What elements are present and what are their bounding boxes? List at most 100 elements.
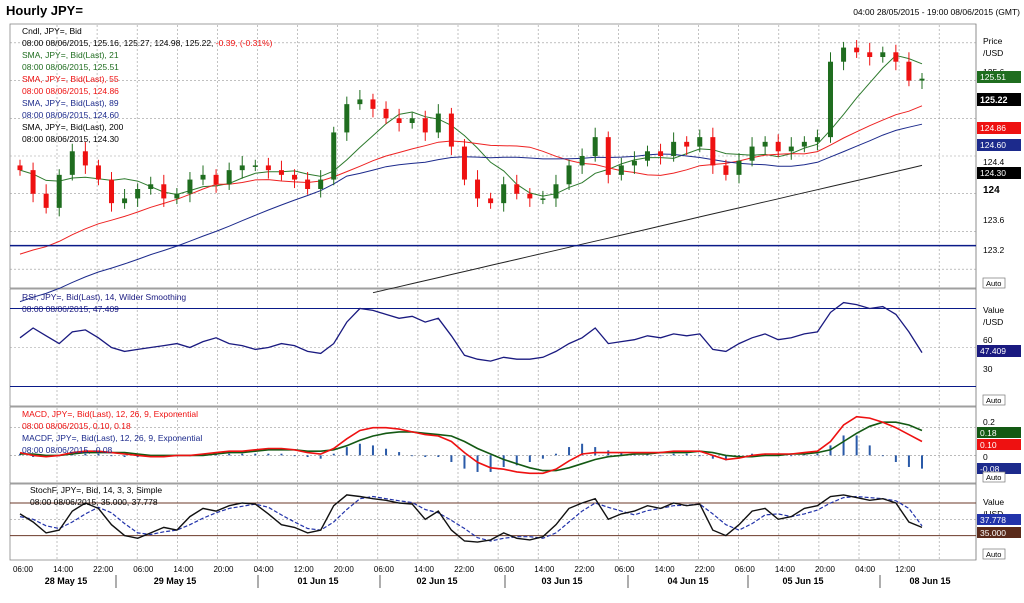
macdf-bar	[424, 455, 427, 458]
rsi-legend-line: 08:00 08/06/2015, 47.409	[22, 304, 119, 314]
macdf-bar	[371, 445, 374, 456]
x-tick-label: 06:00	[614, 565, 635, 574]
auto-scale-label: Auto	[986, 473, 1001, 482]
macdf-bar	[594, 447, 597, 456]
sma200-badge	[977, 167, 1021, 179]
y-tick-label: 124	[983, 185, 1000, 196]
stoch-k-badge	[977, 527, 1021, 538]
candle-body	[278, 170, 284, 175]
candle-body	[213, 174, 219, 185]
auto-scale-label: Auto	[986, 396, 1001, 405]
last-price-badge-text: 125.22	[980, 95, 1008, 105]
candle-body	[305, 179, 311, 189]
axis-title: Price	[983, 36, 1003, 46]
candle-body	[82, 151, 88, 166]
macdf-bar	[241, 453, 244, 456]
candle-body	[867, 52, 873, 57]
macd-legend-line: MACDF, JPY=, Bid(Last), 12, 26, 9, Expon…	[22, 433, 202, 443]
x-tick-label: 04:00	[254, 565, 275, 574]
grid-lines	[10, 25, 976, 559]
macdf-bar	[398, 452, 401, 456]
macdf-bar	[672, 453, 675, 456]
candle-body	[422, 118, 428, 133]
candle-body	[788, 146, 794, 152]
macdf-bar	[450, 455, 453, 462]
candle-body	[292, 174, 298, 180]
last-price-badge	[977, 93, 1021, 106]
macdf-bar	[254, 453, 257, 456]
macd-badge	[977, 439, 1021, 450]
macdf-bar	[345, 447, 348, 456]
candle-body	[122, 198, 128, 204]
legend-line: Cndl, JPY=, Bid	[22, 26, 82, 36]
candle-body	[318, 179, 324, 189]
x-tick-label: 06:00	[133, 565, 154, 574]
macdf-bar	[385, 448, 388, 456]
candle-body	[30, 170, 36, 194]
y-tick-label: 123.2	[983, 245, 1005, 255]
x-day-label: 29 May 15	[154, 576, 197, 586]
candle-body	[893, 52, 899, 62]
macdf-bar	[437, 455, 440, 458]
candle-body	[69, 151, 75, 175]
macdf-bar	[97, 453, 100, 456]
stoch-d-badge	[977, 514, 1021, 525]
y-tick-label: 124.4	[983, 157, 1005, 167]
candle-body	[200, 174, 206, 180]
legend-line: 08:00 08/06/2015, 124.86	[22, 86, 119, 96]
candle-body	[370, 99, 376, 109]
x-day-label: 04 Jun 15	[667, 576, 708, 586]
macdf-bar	[463, 455, 466, 469]
y-tick-label: 123.6	[983, 215, 1005, 225]
candle-body	[880, 52, 886, 57]
macdf-bar	[711, 455, 714, 459]
auto-scale-button[interactable]	[982, 471, 1006, 483]
macdf-bar	[228, 453, 231, 456]
candle-body	[17, 165, 23, 171]
auto-scale-button[interactable]	[982, 548, 1006, 560]
candle-body	[684, 141, 690, 147]
x-tick-label: 14:00	[173, 565, 194, 574]
macd-signal-line	[20, 421, 923, 472]
sma55-badge	[977, 122, 1021, 134]
candle-body	[566, 165, 572, 185]
candle-body	[906, 61, 912, 81]
panel-frames	[9, 23, 977, 561]
candle-body	[736, 160, 742, 175]
x-tick-label: 22:00	[454, 565, 475, 574]
legend-line: SMA, JPY=, Bid(Last), 55	[22, 74, 119, 84]
x-tick-label: 20:00	[334, 565, 355, 574]
candle-body	[435, 113, 441, 133]
candle-body	[710, 137, 716, 166]
stoch-legend-line: StochF, JPY=, Bid, 14, 3, 3, Simple	[30, 485, 162, 495]
sma-200-line	[372, 164, 923, 294]
candle-body	[252, 165, 258, 167]
y-tick-label: 0	[983, 452, 988, 462]
price-legend: Cndl, JPY=, Bid 08:00 08/06/2015, 125.16…	[22, 26, 273, 144]
macdf-bar	[881, 455, 884, 457]
candle-body	[553, 184, 559, 199]
chart-title: Hourly JPY=	[6, 3, 83, 18]
candle-body	[723, 165, 729, 175]
candle-body	[265, 165, 271, 171]
candle-body	[187, 179, 193, 194]
x-day-label: 02 Jun 15	[416, 576, 457, 586]
macdf-bar	[110, 455, 113, 457]
x-day-label: 01 Jun 15	[297, 576, 338, 586]
macdf-bar	[489, 455, 492, 472]
macdf-bar	[894, 455, 897, 462]
candle-body	[775, 141, 781, 152]
candle-body	[658, 151, 664, 156]
auto-scale-button[interactable]	[982, 394, 1006, 406]
macd-signal-badge-text: 0.18	[980, 428, 997, 438]
candle-body	[331, 132, 337, 180]
candle-body	[488, 198, 494, 204]
macdf-bar	[724, 455, 727, 461]
auto-scale-button[interactable]	[982, 277, 1006, 289]
macdf-bar	[581, 443, 584, 456]
macdf-bar	[554, 453, 557, 456]
legend-line: 08:00 08/06/2015, 125.16, 125.27, 124.98…	[22, 38, 273, 48]
candle-body	[357, 99, 363, 105]
macdf-bar	[751, 453, 754, 456]
